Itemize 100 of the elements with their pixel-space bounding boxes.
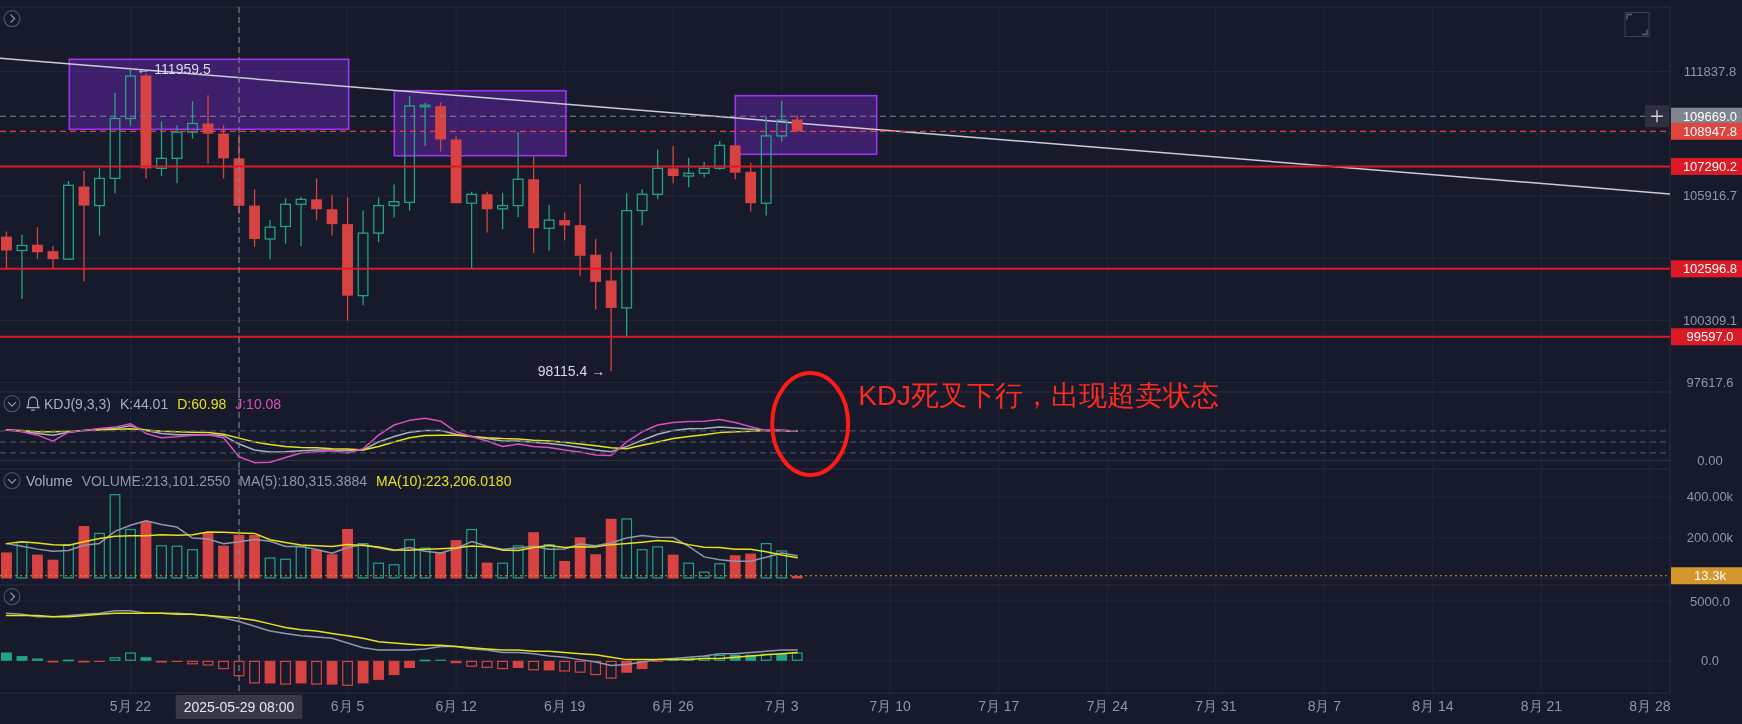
text: 0.00 (1697, 453, 1723, 469)
x-tick-label: 7月 3 (764, 698, 799, 714)
ref-line-label: 107290.2 (1682, 158, 1738, 174)
bar (698, 571, 710, 579)
bar (1, 652, 12, 661)
candlestick (357, 209, 369, 306)
bar (559, 560, 571, 579)
bar (419, 547, 431, 579)
bar (590, 660, 602, 676)
candlestick (667, 145, 679, 184)
bar (512, 660, 524, 668)
bar (156, 545, 167, 579)
bar (187, 549, 198, 579)
y-tick-label: 200.00k (1686, 530, 1734, 546)
candlestick (47, 245, 59, 270)
bar (202, 660, 214, 666)
bar (311, 549, 322, 579)
bar (280, 660, 291, 685)
bar (94, 532, 105, 579)
chart-title: Volume (26, 472, 73, 489)
bar (187, 660, 198, 665)
bar (450, 660, 462, 664)
bar (621, 518, 633, 579)
annotation: KDJ死叉下行，出现超卖状态 (858, 379, 1220, 411)
y-tick-label: 5000.0 (1690, 593, 1730, 609)
bar (574, 537, 586, 579)
bar (326, 660, 338, 685)
bar (264, 557, 276, 579)
bar (543, 660, 555, 671)
bar (512, 545, 524, 579)
ref-line-label: 13.3k (1694, 568, 1727, 584)
bar (404, 539, 416, 579)
x-tick-label: 7月 24 (1086, 698, 1129, 714)
bar (295, 546, 307, 579)
x-tick-label: 6月 5 (330, 698, 365, 714)
candlestick (481, 191, 493, 234)
bar (16, 541, 28, 579)
bar (249, 660, 260, 684)
annotation: VOLUME:213,101.2550 (81, 472, 231, 489)
annotation: ← 111959.5 (136, 60, 211, 77)
y-tick-label: 111837.8 (1683, 63, 1737, 79)
x-tick-label: 7月 10 (869, 698, 912, 714)
ref-line-label: 109669.0 (1682, 108, 1738, 124)
y-tick-label: 105916.7 (1682, 188, 1738, 204)
x-tick-label: 6月 26 (652, 698, 695, 714)
y-tick-label: 400.00k (1686, 489, 1734, 505)
bar (667, 658, 679, 661)
annotation: 98115.4 → (537, 363, 606, 380)
candlestick (326, 194, 338, 237)
bar (497, 660, 509, 670)
bar (326, 554, 338, 579)
bar (574, 660, 586, 673)
text: MA(10):223,206.0180 (376, 472, 512, 489)
ref-line-label: 99597.0 (1686, 329, 1734, 345)
bar (140, 657, 152, 661)
bar (233, 660, 245, 677)
bar (450, 540, 462, 579)
candlestick (109, 92, 121, 194)
bar (776, 653, 788, 661)
candlestick (1, 230, 12, 271)
candlestick (559, 211, 571, 241)
bar (342, 528, 353, 579)
x-tick-label: 6月 19 (544, 698, 586, 714)
bar (357, 543, 369, 579)
bar (652, 546, 664, 579)
bar (776, 550, 788, 579)
bar (435, 551, 447, 579)
bar (497, 562, 509, 579)
candlestick (295, 196, 307, 247)
bar (404, 660, 416, 668)
candlestick (78, 170, 90, 282)
x-tick-label: 7月 17 (978, 698, 1020, 714)
y-tick-label: 97617.6 (1686, 375, 1734, 391)
bar (63, 544, 74, 579)
bar (605, 660, 617, 679)
bar (481, 562, 493, 579)
bar (109, 494, 121, 579)
bar (125, 528, 136, 579)
x-tick-label: 8月 28 (1629, 698, 1671, 714)
bar (171, 545, 183, 579)
bar (32, 658, 43, 661)
bar (559, 660, 571, 672)
bar (218, 545, 229, 579)
bar (280, 558, 291, 579)
bar (760, 543, 772, 579)
bar (373, 660, 384, 680)
bar (218, 660, 229, 670)
x-tick-label: 5月 22 (109, 698, 152, 714)
candlestick (32, 226, 43, 260)
text: MA(5):180,315.3884 (239, 472, 368, 489)
text: J:10.08 (235, 395, 282, 412)
line-series (5, 531, 798, 559)
y-tick-label: 0.0 (1700, 653, 1720, 669)
bar (791, 652, 803, 661)
x-tick-label: 6月 12 (435, 698, 477, 714)
bar (32, 554, 43, 579)
bar (605, 518, 617, 579)
x-tick-label: 8月 14 (1412, 698, 1454, 714)
candlestick (388, 183, 400, 219)
bar (466, 528, 478, 579)
